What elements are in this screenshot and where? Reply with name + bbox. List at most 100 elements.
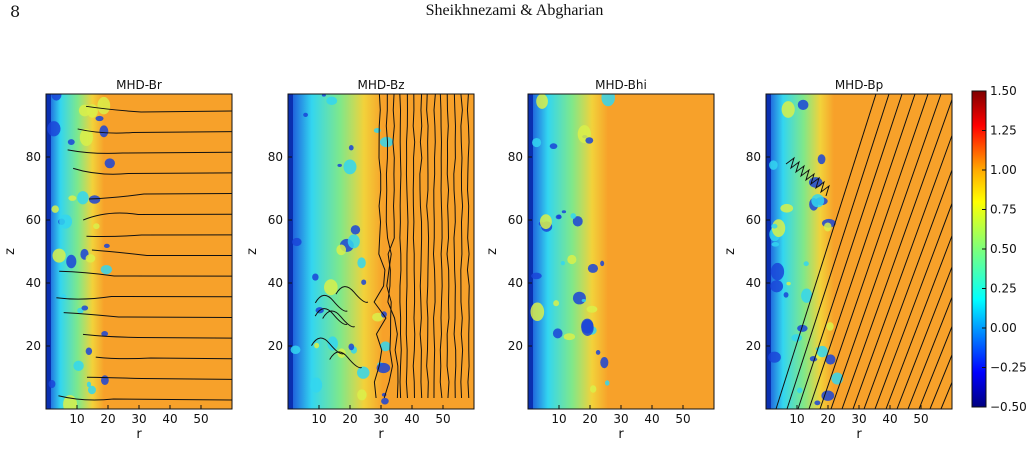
x-tick-label: 40: [882, 412, 897, 426]
field-line: [335, 286, 369, 303]
field-line: [874, 202, 952, 409]
running-head: Sheikhnezami & Abgharian: [425, 2, 604, 19]
vortex-blob: [77, 191, 89, 205]
panel-2: MHD-Bz 10 20 30 40 50 20 40 60 80 r z: [245, 78, 475, 442]
vortex-blob: [552, 328, 563, 339]
vortex-blob: [99, 125, 109, 138]
field-line: [439, 94, 443, 399]
vortex-blob: [337, 348, 346, 359]
x-axis-label: r: [618, 427, 624, 442]
field-line: [896, 265, 952, 409]
vortex-blob: [86, 381, 92, 388]
vortex-blob: [103, 243, 110, 249]
field-line: [85, 105, 232, 113]
field-line: [446, 94, 450, 399]
field-line: [808, 94, 916, 409]
field-line: [852, 133, 952, 409]
vortex-blob: [97, 96, 111, 115]
vortex-blob: [769, 160, 778, 170]
field-line: [59, 270, 232, 277]
figure-panels: MHD-Br 10 20 30 40 50 20 40 60 80 r z MHD-Bz 10 20 30 40…: [3, 78, 953, 442]
vortex-blob: [101, 331, 109, 337]
y-tick-label: 80: [508, 150, 523, 164]
y-tick-label: 40: [508, 276, 523, 290]
x-tick-label: 20: [582, 412, 597, 426]
vortex-blob: [585, 137, 594, 144]
vortex-blob: [314, 342, 320, 349]
field-line: [797, 94, 903, 409]
vortex-blob: [48, 379, 56, 389]
vortex-blob: [791, 334, 802, 342]
field-line: [383, 94, 393, 399]
vortex-blob: [59, 214, 73, 229]
vortex-blob: [303, 112, 308, 117]
field-line: [88, 193, 232, 200]
vortex-blob: [357, 257, 366, 269]
vortex-blob: [337, 163, 342, 167]
vortex-blob: [347, 234, 360, 249]
vortex-blob: [600, 260, 605, 267]
field-line: [830, 94, 942, 409]
vortex-blob: [357, 366, 370, 379]
vortex-blob: [101, 375, 109, 386]
x-axis-label: r: [136, 427, 142, 442]
vortex-blob: [85, 254, 96, 263]
y-tick-label: 40: [268, 276, 283, 290]
field-line: [786, 94, 890, 409]
y-tick-label: 20: [26, 339, 41, 353]
vortex-blob: [381, 397, 389, 405]
x-tick-label: 50: [913, 412, 928, 426]
vortex-blob: [51, 205, 59, 213]
field-line: [453, 94, 457, 399]
vortex-blob: [87, 385, 96, 395]
vortex-blob: [343, 159, 357, 175]
field-line: [419, 94, 423, 399]
vortex-blob: [95, 115, 104, 122]
x-tick-label: 50: [193, 412, 208, 426]
colorbar-tick-label: 1.50: [990, 84, 1017, 98]
y-tick-label: 40: [26, 276, 41, 290]
colorbar-tick-label: 0.50: [990, 242, 1017, 256]
vortex-blob: [78, 104, 91, 117]
vortex-blob: [104, 158, 115, 169]
vortex-blob: [536, 94, 548, 109]
y-tick-label: 20: [268, 339, 283, 353]
vortex-blob: [567, 254, 577, 265]
vortex-blob: [801, 288, 813, 303]
field-line: [91, 249, 232, 256]
vortex-blob: [372, 312, 384, 322]
colorbar-tick-label: 0.25: [990, 282, 1017, 296]
vortex-blob: [380, 341, 391, 352]
y-tick-label: 20: [508, 339, 523, 353]
y-tick-label: 60: [746, 213, 761, 227]
panel-3: MHD-Bhi 10 20 30 40 50 20 40 60 80 r z: [485, 78, 715, 442]
vortex-blob: [555, 214, 562, 220]
y-tick-label: 80: [26, 150, 41, 164]
vortex-blob: [290, 345, 301, 355]
x-tick-label: 10: [311, 412, 326, 426]
x-tick-label: 10: [69, 412, 84, 426]
field-line: [399, 94, 402, 399]
field-line: [56, 295, 232, 300]
y-tick-label: 80: [746, 150, 761, 164]
field-line: [73, 167, 232, 175]
vortex-blob: [348, 145, 354, 151]
axis-strip: [288, 94, 293, 409]
vortex-blob: [66, 254, 77, 269]
field-line: [86, 376, 232, 380]
colorbar-tick-label: 0.75: [990, 203, 1017, 217]
vortex-blob: [379, 136, 394, 148]
colorbar-tick-label: −0.25: [990, 361, 1027, 375]
vortex-blob: [348, 343, 355, 351]
vortex-blob: [781, 101, 795, 118]
colorbar-tick-label: 1.25: [990, 124, 1017, 138]
field-line: [86, 234, 232, 238]
vortex-blob: [825, 354, 836, 365]
vortex-blob: [589, 385, 597, 393]
vortex-blob: [52, 248, 66, 263]
vortex-blob: [357, 389, 367, 401]
y-axis-label: z: [485, 248, 500, 255]
vortex-blob: [770, 280, 784, 293]
vortex-blob: [771, 219, 786, 238]
